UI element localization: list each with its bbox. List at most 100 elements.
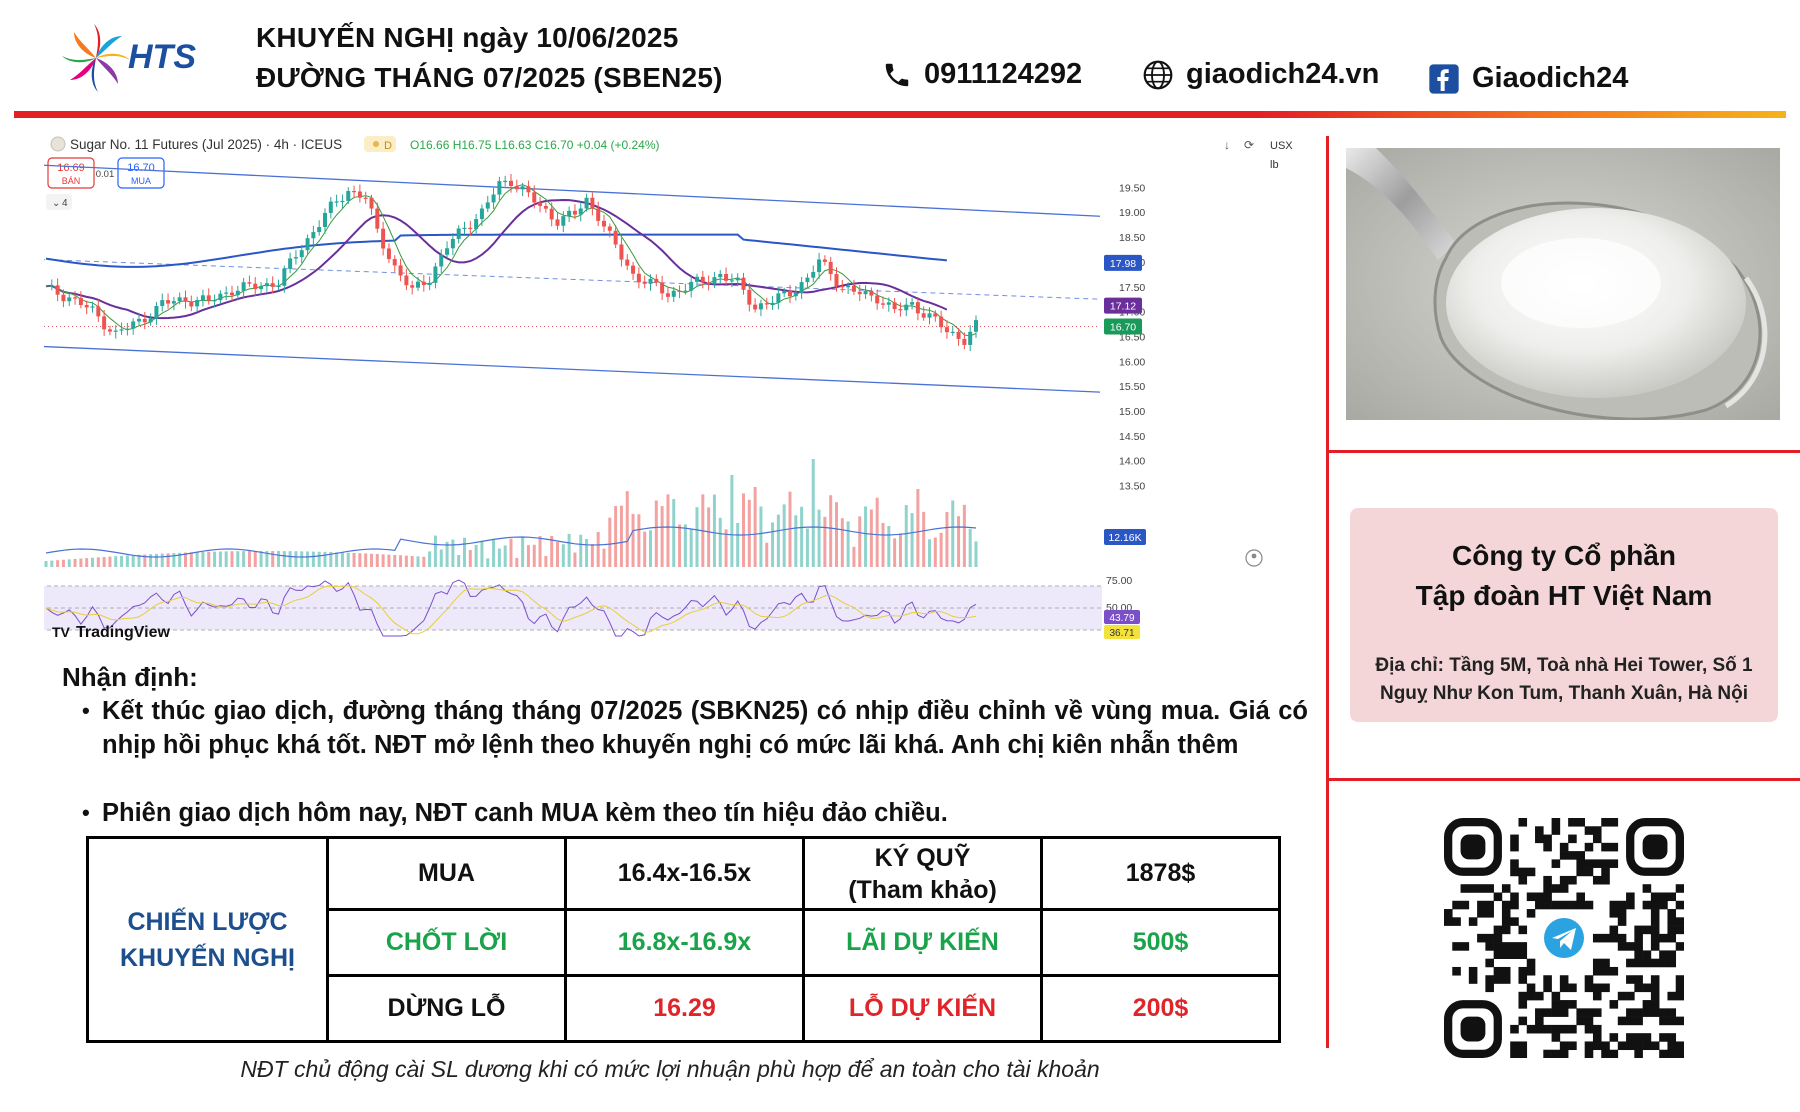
candle-body	[660, 282, 665, 294]
buy-button[interactable]: 16.70 MUA	[117, 157, 165, 189]
header-divider	[14, 111, 1786, 118]
qr-module	[1551, 1049, 1561, 1059]
qr-module	[1510, 1024, 1519, 1034]
telegram-qr-code[interactable]	[1444, 818, 1685, 1059]
qr-module	[1559, 900, 1569, 910]
qr-module	[1576, 1016, 1585, 1026]
candle-body	[782, 290, 787, 294]
candle-body	[491, 194, 496, 203]
phone-contact[interactable]: 0911124292	[882, 58, 1082, 91]
hts-pinwheel-icon	[62, 24, 130, 92]
volume-bar	[933, 537, 937, 567]
y-tick-label: 15.50	[1119, 381, 1145, 393]
candle-body	[619, 244, 624, 260]
candle-body	[602, 220, 606, 227]
qr-module	[1650, 983, 1660, 993]
watermark-text: TradingView	[76, 624, 171, 641]
settings-icon[interactable]	[1245, 549, 1263, 567]
qr-module	[1675, 1041, 1685, 1051]
candle-body	[73, 297, 78, 299]
qr-module	[1543, 834, 1552, 844]
volume-bar	[538, 536, 542, 567]
currency-selector[interactable]: USX	[1270, 140, 1293, 152]
qr-module	[1452, 966, 1461, 976]
qr-module	[1568, 983, 1577, 993]
volume-bar	[771, 522, 775, 567]
qr-module	[1634, 925, 1643, 935]
download-icon[interactable]: ↓	[1224, 138, 1230, 152]
volume-bar	[364, 553, 368, 567]
volume-bar	[968, 528, 972, 567]
volume-bar	[928, 539, 931, 567]
candle-body	[404, 275, 409, 286]
refresh-icon[interactable]: ⟳	[1244, 138, 1254, 152]
candle-body	[200, 295, 205, 301]
volume-bar	[329, 552, 333, 567]
qr-module	[1584, 983, 1594, 993]
qr-module	[1493, 925, 1503, 935]
qr-module	[1526, 909, 1536, 918]
volume-bar	[643, 531, 647, 567]
qr-module	[1543, 842, 1552, 852]
volume-bar	[526, 545, 530, 567]
candle-body	[968, 331, 973, 345]
qr-module	[1601, 933, 1610, 943]
margin-value: 1878$	[1040, 836, 1281, 911]
candle-body	[445, 248, 450, 255]
qr-module	[1551, 1000, 1561, 1009]
candle-body	[776, 293, 781, 303]
qr-module	[1667, 892, 1677, 902]
candle-body	[160, 300, 165, 306]
buy-label: MUA	[131, 176, 151, 186]
qr-module	[1675, 975, 1685, 984]
qr-module	[1601, 958, 1610, 968]
qr-module	[1584, 842, 1594, 852]
volume-bar	[410, 556, 414, 567]
qr-module	[1592, 859, 1602, 868]
volume-bar	[114, 556, 118, 567]
candle-body	[706, 282, 711, 285]
qr-module	[1592, 826, 1602, 835]
volume-bar	[910, 513, 914, 567]
volume-bar	[73, 558, 77, 567]
margin-label: KÝ QUỸ	[874, 843, 971, 872]
website-contact[interactable]: giaodich24.vn	[1142, 58, 1379, 91]
qr-module	[1460, 884, 1470, 893]
volume-bar	[323, 551, 327, 567]
facebook-contact[interactable]: Giaodich24	[1428, 62, 1628, 95]
candle-body	[357, 191, 362, 198]
volume-bar	[614, 506, 618, 567]
spread-value: 0.01	[96, 169, 115, 180]
candle-body	[311, 232, 316, 239]
qr-module	[1576, 859, 1585, 868]
candle-body	[67, 297, 72, 302]
volume-bar	[259, 551, 263, 567]
sell-button[interactable]: 16.69 BÁN	[47, 157, 95, 189]
indicator-toggle[interactable]: ⌄ 4	[46, 194, 72, 210]
volume-bar	[340, 552, 344, 567]
candle-body	[555, 219, 560, 226]
rsi-ma-value-tag: 36.71	[1109, 628, 1134, 639]
qr-module	[1518, 818, 1528, 827]
qr-module	[1592, 834, 1602, 844]
candle-body	[148, 318, 153, 323]
y-tick-label: 13.50	[1119, 481, 1145, 493]
unit-selector[interactable]: lb	[1270, 159, 1279, 171]
y-tick-label: 14.50	[1119, 431, 1145, 443]
volume-bar	[143, 554, 147, 567]
qr-module	[1667, 950, 1677, 959]
qr-module	[1510, 900, 1519, 910]
qr-module	[1584, 900, 1594, 910]
volume-bar	[753, 487, 757, 567]
volume-bar	[544, 555, 548, 567]
qr-module	[1667, 933, 1677, 943]
company-address-line1: Địa chỉ: Tầng 5M, Toà nhà Hei Tower, Số …	[1375, 655, 1753, 676]
qr-module	[1559, 1024, 1569, 1034]
volume-bar	[178, 552, 182, 567]
candle-body	[793, 292, 798, 297]
chart-legend: Sugar No. 11 Futures (Jul 2025) · 4h · I…	[50, 136, 660, 152]
candle-body	[509, 180, 513, 186]
candle-body	[671, 290, 676, 297]
volume-bar	[835, 502, 838, 567]
qr-module	[1485, 958, 1494, 968]
